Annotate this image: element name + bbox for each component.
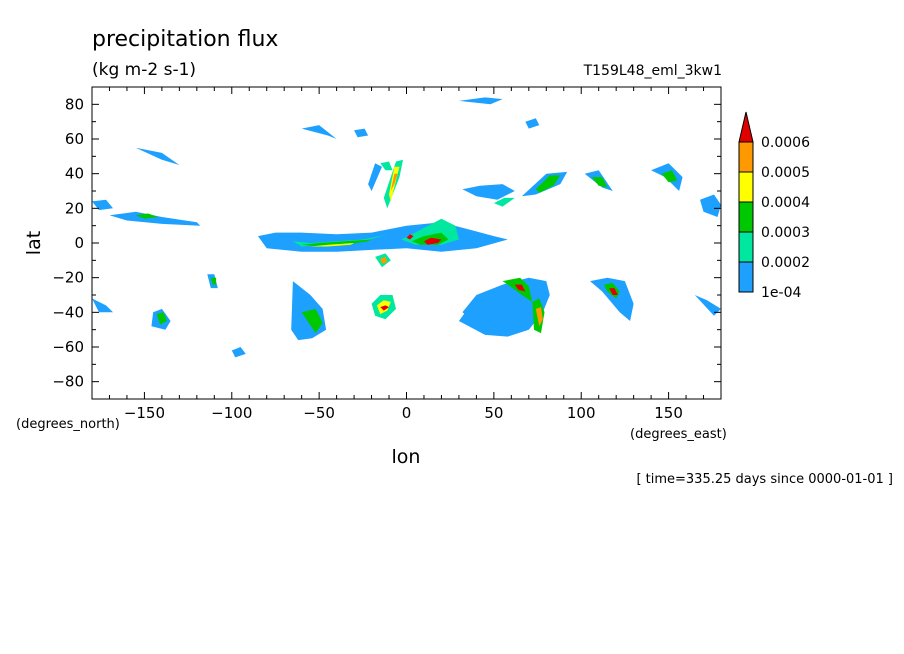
x-tick-label: 150 <box>654 404 683 422</box>
x-tick-label: −150 <box>124 404 165 422</box>
colorbar-swatch <box>738 171 754 203</box>
precip-region-level-3 <box>301 239 372 247</box>
colorbar-label: 0.0006 <box>761 135 810 151</box>
y-tick-label: −40 <box>52 303 84 321</box>
x-axis-label: lon <box>392 446 421 468</box>
colorbar-swatch <box>738 201 754 233</box>
y-axis-ticks: 80 60 40 20 0 −20 −40 −60 −80 <box>52 86 721 400</box>
run-label: T159L48_eml_3kw1 <box>583 63 722 79</box>
precip-region-level-6 <box>609 288 618 295</box>
colorbar-max-triangle <box>738 111 754 143</box>
plot-area <box>91 86 722 400</box>
chart-title: precipitation flux <box>92 27 278 52</box>
precip-region-level-6 <box>424 237 442 245</box>
precip-region-level-3 <box>210 277 217 285</box>
colorbar-label: 1e-04 <box>761 285 801 301</box>
y-tick-label: 0 <box>74 234 84 252</box>
time-label: [ time=335.25 days since 0000-01-01 ] <box>636 472 893 487</box>
precip-region-level-3 <box>661 170 678 183</box>
x-axis-ticks: −150 −100 −50 0 50 100 150 <box>91 87 722 422</box>
precip-region-level-1 <box>458 97 503 105</box>
colorbar-swatch <box>738 231 754 263</box>
precip-region-level-1 <box>462 184 515 200</box>
x-tick-label: −100 <box>211 404 252 422</box>
precip-region-level-1 <box>92 298 113 313</box>
precip-region-level-2 <box>380 161 393 171</box>
y-tick-label: 40 <box>65 165 84 183</box>
y-axis-units: (degrees_north) <box>16 417 120 432</box>
x-tick-label: 50 <box>484 404 503 422</box>
precip-region-level-1 <box>700 194 721 217</box>
colorbar-label: 0.0005 <box>761 165 810 181</box>
y-tick-label: 80 <box>65 95 84 113</box>
y-axis-label: lat <box>23 231 45 255</box>
precip-region-level-4 <box>310 243 355 247</box>
y-tick-label: 60 <box>65 130 84 148</box>
precip-region-level-1 <box>231 347 246 358</box>
precip-region-level-1 <box>694 295 721 316</box>
precip-region-level-1 <box>135 147 180 165</box>
x-tick-label: 100 <box>567 404 596 422</box>
colorbar-swatch <box>738 261 754 293</box>
colorbar-label: 0.0004 <box>761 195 810 211</box>
precip-region-level-3 <box>156 312 168 325</box>
precip-region-level-1 <box>368 163 382 191</box>
precip-region-level-1 <box>354 128 369 138</box>
y-tick-label: −20 <box>52 269 84 287</box>
precip-region-level-1 <box>301 125 337 139</box>
colorbar: 1e-04 0.0002 0.0003 0.0004 0.0005 0.0006 <box>738 111 810 301</box>
precip-region-level-1 <box>525 118 540 129</box>
precip-region-level-3 <box>135 213 159 219</box>
precip-region-level-3 <box>502 277 533 302</box>
precip-region-level-1 <box>590 277 634 321</box>
precip-region-level-1 <box>109 211 201 226</box>
precip-region-level-3 <box>301 308 323 334</box>
colorbar-label: 0.0002 <box>761 255 810 271</box>
y-tick-label: 20 <box>65 199 84 217</box>
precip-region-level-3 <box>535 175 561 193</box>
precip-region-level-5 <box>535 307 543 327</box>
precip-region-level-1 <box>92 199 113 211</box>
colorbar-label: 0.0003 <box>761 225 810 241</box>
precip-regions <box>92 97 721 358</box>
precip-region-level-5 <box>390 173 398 191</box>
y-tick-label: −60 <box>52 338 84 356</box>
x-tick-label: −50 <box>303 404 335 422</box>
precip-region-level-2 <box>493 197 515 207</box>
precip-region-level-6 <box>514 284 526 292</box>
precip-region-level-6 <box>380 305 389 311</box>
precip-region-level-5 <box>380 256 388 264</box>
x-tick-label: 0 <box>402 404 412 422</box>
precip-region-level-3 <box>591 177 608 188</box>
chart-subtitle: (kg m-2 s-1) <box>92 60 196 80</box>
y-tick-label: −80 <box>52 373 84 391</box>
precip-region-level-6 <box>406 234 414 240</box>
colorbar-swatch <box>738 141 754 173</box>
x-axis-units: (degrees_east) <box>630 427 727 442</box>
